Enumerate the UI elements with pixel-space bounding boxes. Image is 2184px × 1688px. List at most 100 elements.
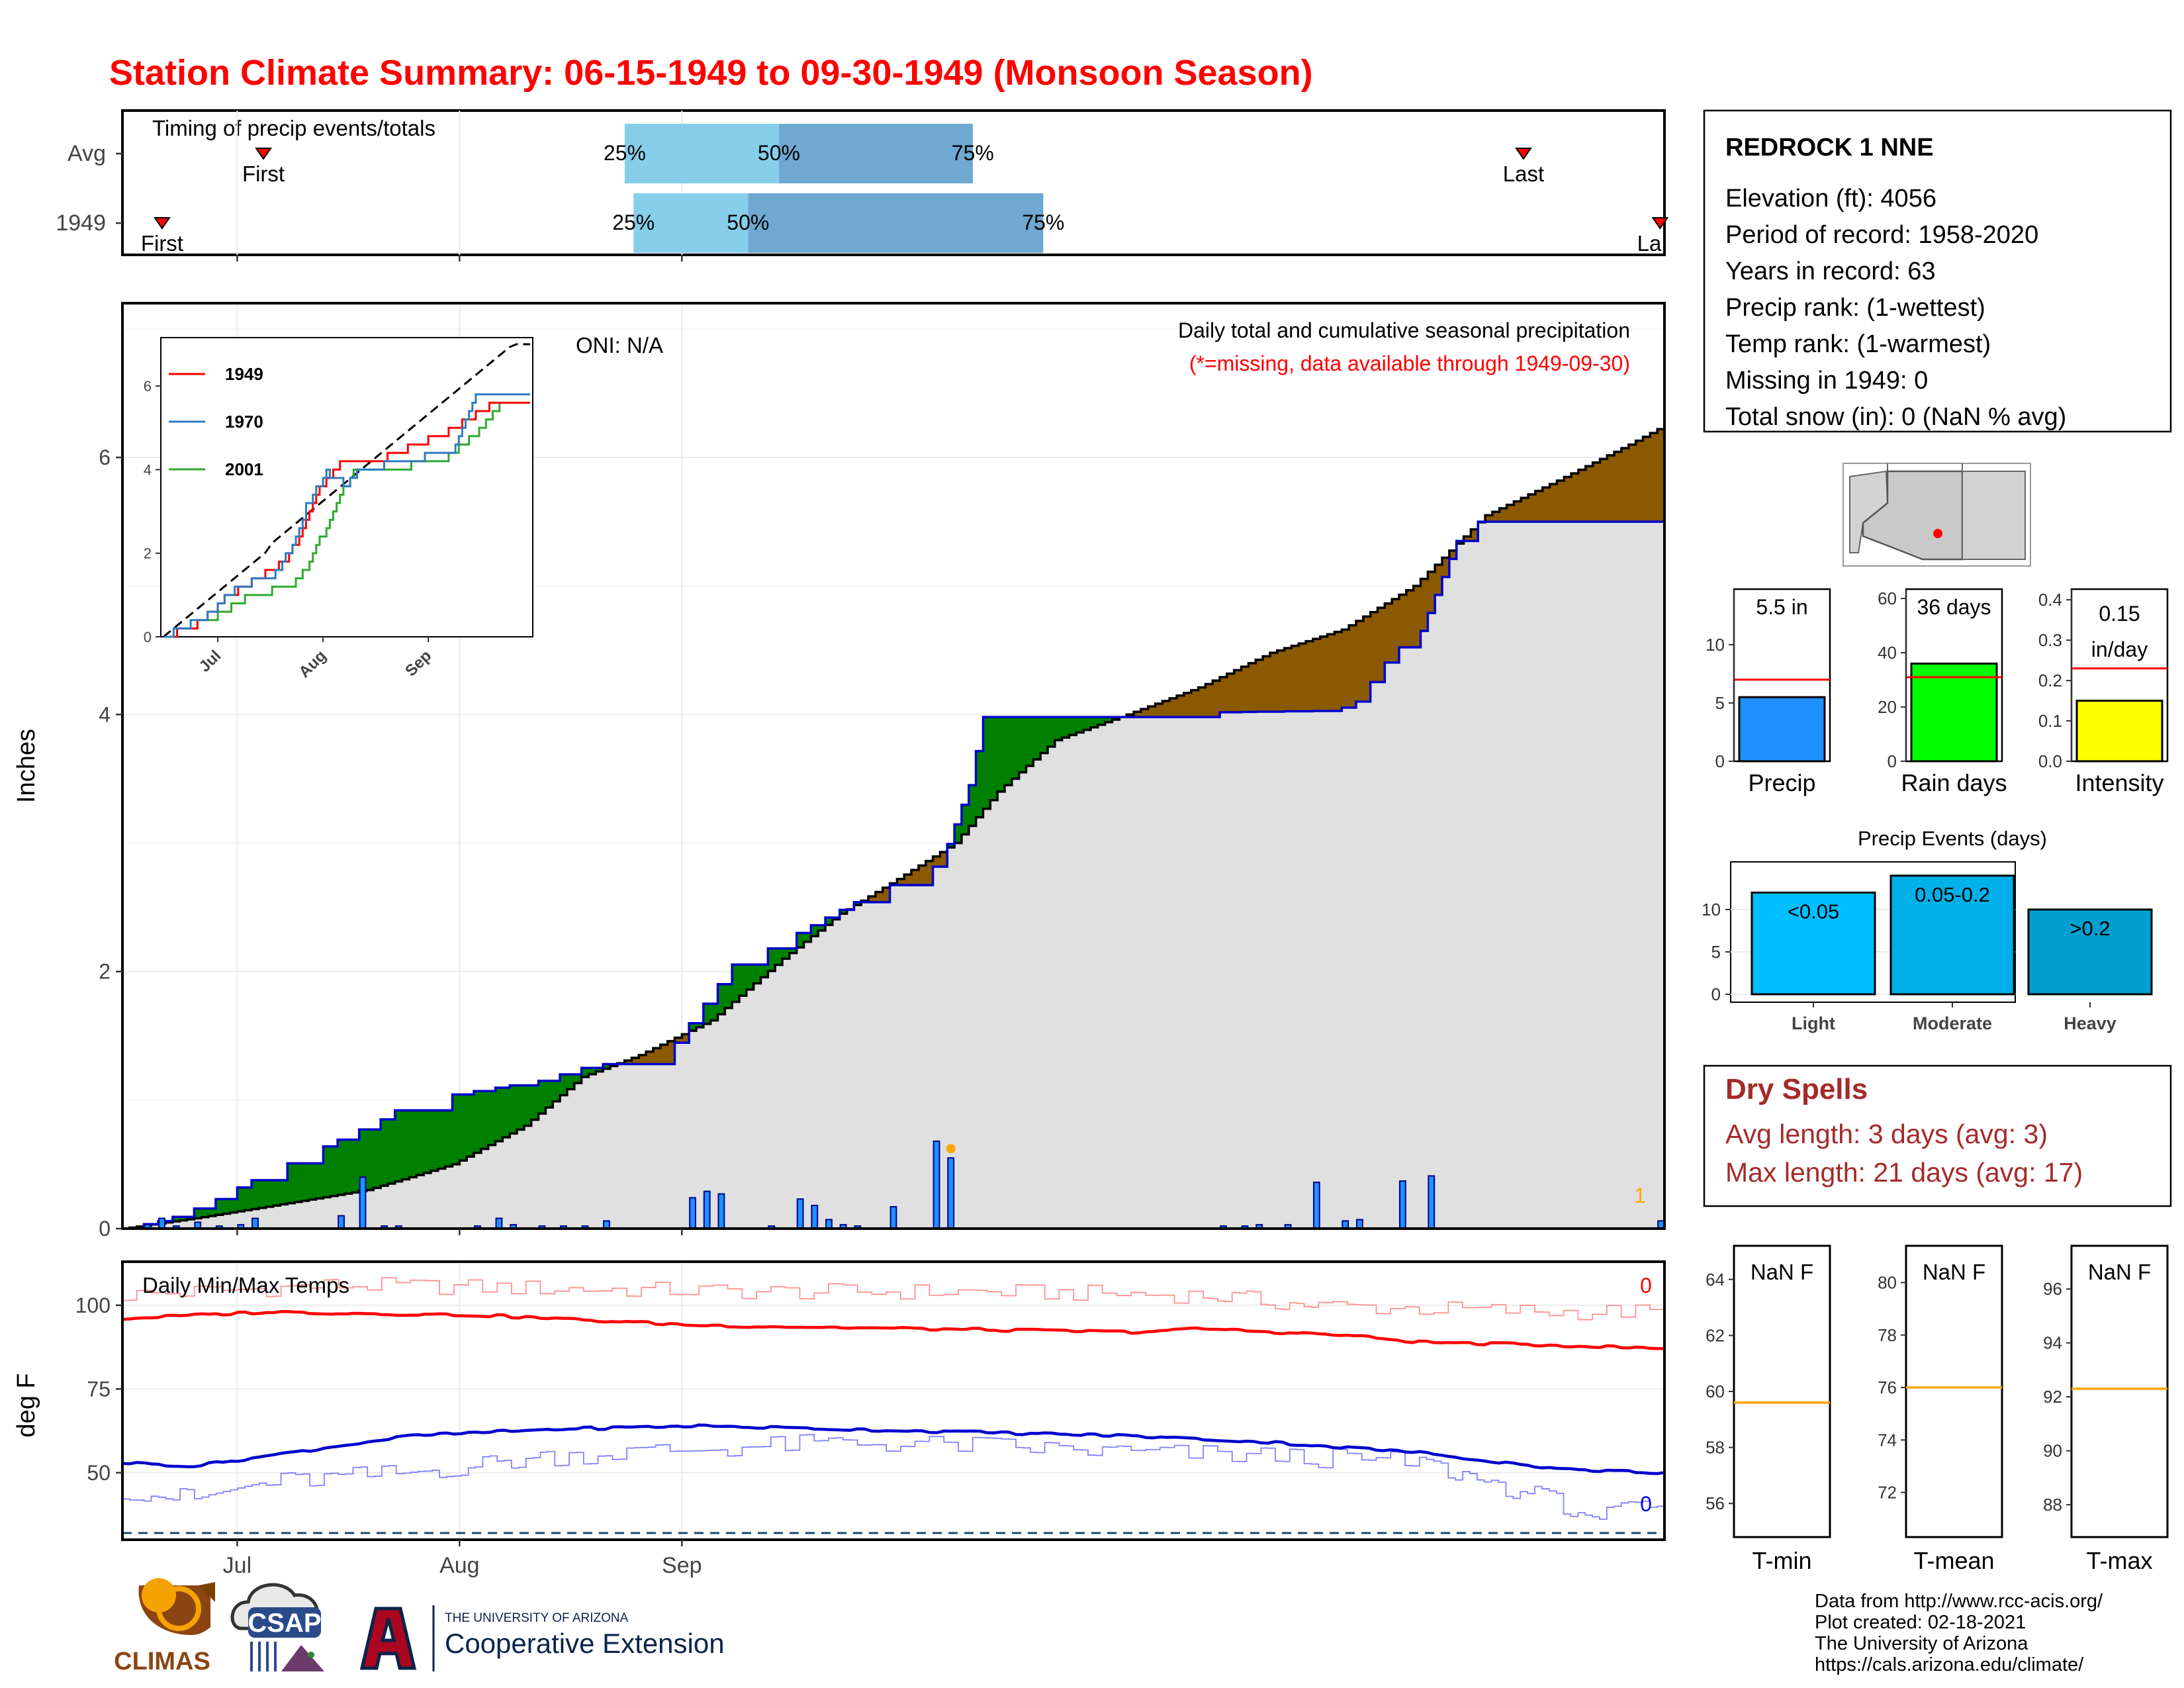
main-ylabel: Inches (13, 729, 40, 803)
events-bar (2027, 908, 2153, 996)
surplus-fill (1112, 717, 1120, 720)
surplus-fill (538, 1080, 546, 1114)
deficit-fill (1592, 462, 1601, 522)
deficit-fill (1342, 630, 1349, 708)
deficit-fill (1334, 632, 1342, 711)
rain_days-label: Rain days (1901, 769, 2007, 796)
daily-precip-bar (338, 1215, 345, 1230)
deficit-fill (1428, 571, 1435, 613)
credit-data-source: Data from http://www.rcc-acis.org/ (1815, 1591, 2103, 1612)
deficit-fill (897, 878, 905, 886)
deficit-fill (1263, 656, 1271, 712)
deficit-fill (1449, 550, 1457, 559)
missing-marker-icon (946, 1144, 956, 1154)
deficit-fill (1177, 695, 1185, 718)
surplus-fill (523, 1085, 532, 1126)
tmean-label: T-mean (1913, 1547, 1994, 1574)
surplus-fill (531, 1085, 539, 1120)
last-event-label: Last (1503, 162, 1544, 186)
surplus-fill (553, 1080, 561, 1102)
station-info: REDROCK 1 NNE Elevation (ft): 4056 Period… (1703, 109, 2172, 433)
intensity-tick: 0.0 (2038, 751, 2062, 771)
main-note-title: Daily total and cumulative seasonal prec… (1178, 318, 1630, 342)
surplus-fill (1026, 717, 1034, 766)
deficit-fill (1528, 494, 1536, 522)
surplus-fill (1011, 717, 1020, 779)
events-title: Precip Events (days) (1858, 827, 2047, 850)
deficit-fill (1291, 645, 1299, 712)
average-cumulative-line (122, 425, 1666, 1230)
daily-precip-bar (359, 1176, 367, 1230)
surplus-fill (222, 1199, 231, 1214)
precip-label: Precip (1748, 769, 1815, 796)
daily-precip-bar (251, 1217, 259, 1230)
credit-university: The University of Arizona (1815, 1633, 2028, 1654)
precip-tick: 0 (1715, 751, 1725, 771)
deficit-fill (1535, 491, 1543, 522)
surplus-fill (976, 751, 984, 818)
deficit-fill (1198, 687, 1206, 718)
deficit-fill (667, 1041, 676, 1064)
deficit-fill (631, 1058, 639, 1064)
surplus-fill (811, 925, 819, 937)
surplus-fill (1048, 717, 1056, 747)
deficit-fill (1377, 608, 1385, 682)
tmean-tick: 78 (1878, 1325, 1897, 1345)
surplus-fill (588, 1068, 596, 1074)
surplus-fill (488, 1091, 496, 1145)
deficit-fill (1607, 455, 1615, 522)
deficit-fill (1312, 639, 1321, 711)
precip-value: 5.5 in (1756, 595, 1807, 619)
surplus-fill (725, 984, 733, 1008)
main-note-missing: (*=missing, data available through 1949-… (1189, 352, 1630, 375)
events-bar (1889, 874, 2015, 996)
events-category: Light (1792, 1013, 1835, 1033)
deficit-fill (918, 865, 927, 886)
summary-bars: 0 5 10 5.5 in Precip 0 20 40 60 36 days Rain days 0… (1706, 588, 2169, 796)
temp-count-min: 0 (1640, 1492, 1652, 1516)
daily-precip-bar (689, 1197, 696, 1230)
deficit-fill (904, 874, 912, 886)
inset-legend-label: 1949 (225, 364, 263, 384)
first-event-marker-icon (255, 148, 272, 160)
timing-pct-label: 25% (604, 141, 646, 165)
surplus-fill (596, 1068, 604, 1072)
intensity-unit: in/day (2091, 637, 2148, 661)
station-info-line: Elevation (ft): 4056 (1725, 185, 1936, 212)
tmin-tick: 64 (1706, 1270, 1725, 1289)
surplus-fill (172, 1217, 181, 1222)
deficit-fill (1284, 648, 1293, 712)
deficit-fill (1205, 684, 1213, 718)
surplus-fill (567, 1074, 575, 1090)
station-info-line: Missing in 1949: 0 (1725, 367, 1928, 395)
station-name: REDROCK 1 NNE (1725, 134, 1934, 162)
deficit-fill (1635, 440, 1644, 522)
deficit-fill (882, 887, 891, 902)
deficit-fill (1134, 712, 1142, 718)
x-tick-month: Jul (223, 1553, 251, 1578)
tmax-label: T-max (2086, 1547, 2152, 1574)
deficit-fill (1564, 477, 1572, 522)
deficit-fill (868, 896, 876, 902)
timing-pct-label: 50% (758, 141, 800, 165)
surplus-fill (452, 1094, 460, 1164)
surplus-fill (344, 1139, 353, 1194)
arizona-locator-map (1843, 463, 2031, 567)
deficit-fill (1571, 473, 1579, 522)
surplus-fill (768, 948, 776, 971)
ua-logo-bottom-text: Cooperative Extension (445, 1628, 725, 1659)
temp-y-tick: 75 (87, 1377, 111, 1401)
surplus-fill (732, 964, 740, 1002)
deficit-fill (1191, 690, 1199, 718)
rain_days-tick: 60 (1878, 588, 1897, 608)
surplus-fill (746, 964, 754, 990)
tmean-tick: 74 (1878, 1430, 1897, 1450)
dry-spells-box: Dry Spells Avg length: 3 days (avg: 3) M… (1703, 1064, 2172, 1207)
surplus-fill (437, 1110, 446, 1169)
events-bar-label: >0.2 (2070, 917, 2110, 940)
deficit-fill (1155, 704, 1163, 718)
deficit-fill (925, 861, 934, 886)
daily-precip-bar (889, 1205, 897, 1230)
timing-q25-q50-bar (633, 193, 749, 253)
temp-ylabel: deg F (13, 1373, 40, 1437)
